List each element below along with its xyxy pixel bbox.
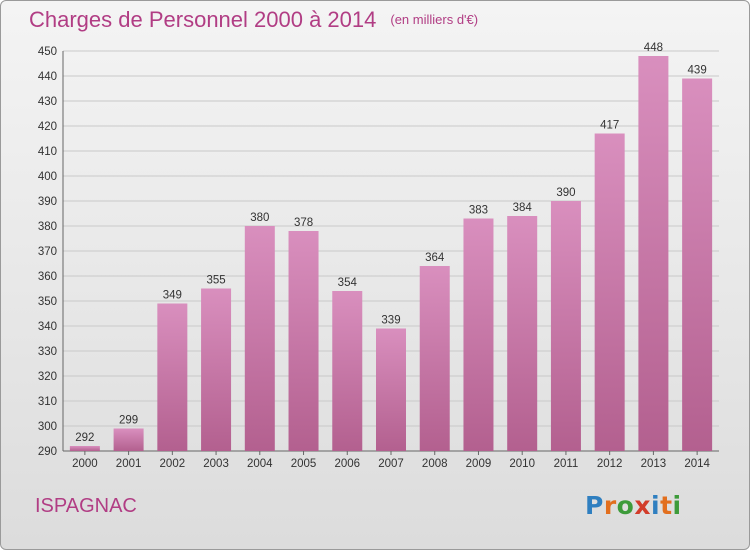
bar — [638, 56, 669, 451]
logo-letter: i — [651, 491, 661, 520]
chart-title-text: Charges de Personnel 2000 à 2014 — [29, 7, 377, 32]
x-tick-label: 2008 — [422, 458, 448, 470]
x-tick-label: 2011 — [554, 458, 579, 470]
bar-value-label: 384 — [513, 202, 533, 214]
y-tick-label: 320 — [38, 371, 57, 383]
logo-letter: o — [616, 491, 635, 520]
logo-letter: r — [603, 491, 617, 520]
bar-value-label: 355 — [206, 275, 225, 287]
bar-value-label: 439 — [688, 65, 707, 77]
bar-value-label: 383 — [469, 205, 488, 217]
y-tick-label: 420 — [38, 121, 57, 133]
y-tick-label: 430 — [38, 96, 57, 108]
bar — [419, 266, 450, 451]
x-tick-label: 2001 — [116, 458, 142, 470]
x-tick-label: 2007 — [378, 458, 404, 470]
y-tick-label: 350 — [38, 296, 57, 308]
logo-letter: x — [634, 491, 651, 520]
bar-value-label: 364 — [425, 252, 445, 264]
proxiti-logo[interactable]: Proxiti — [585, 491, 682, 520]
logo-letter: P — [585, 491, 604, 520]
y-tick-label: 410 — [38, 146, 57, 158]
y-tick-label: 450 — [38, 46, 57, 58]
bar-value-label: 378 — [294, 217, 313, 229]
y-tick-label: 310 — [38, 396, 57, 408]
y-tick-label: 340 — [38, 321, 57, 333]
bar — [682, 78, 713, 451]
bar-value-label: 299 — [119, 415, 138, 427]
bar-value-label: 417 — [600, 120, 619, 132]
bar — [594, 133, 625, 451]
commune-name: ISPAGNAC — [35, 495, 137, 517]
logo-letter: i — [672, 491, 682, 520]
logo-letter: t — [660, 491, 673, 520]
bar — [463, 218, 494, 451]
y-tick-label: 290 — [38, 446, 57, 458]
bar — [113, 428, 144, 451]
bar-value-label: 339 — [381, 315, 400, 327]
y-tick-label: 390 — [38, 196, 57, 208]
bar — [157, 303, 188, 451]
x-tick-label: 2010 — [509, 458, 535, 470]
bar-value-label: 349 — [163, 290, 182, 302]
y-tick-label: 400 — [38, 171, 57, 183]
x-tick-label: 2013 — [641, 458, 667, 470]
y-tick-label: 330 — [38, 346, 57, 358]
chart-subtitle: (en milliers d'€) — [390, 12, 479, 27]
x-tick-label: 2012 — [597, 458, 623, 470]
x-tick-label: 2000 — [72, 458, 98, 470]
bar — [69, 446, 100, 451]
bar — [201, 288, 232, 451]
y-tick-label: 440 — [38, 71, 57, 83]
bar — [507, 216, 538, 451]
x-tick-label: 2002 — [160, 458, 186, 470]
y-tick-label: 370 — [38, 246, 57, 258]
bar-value-label: 354 — [338, 277, 358, 289]
chart-title: Charges de Personnel 2000 à 2014 (en mill… — [29, 7, 478, 33]
bar — [244, 226, 275, 451]
bar-value-label: 448 — [644, 42, 663, 54]
bar — [288, 231, 319, 451]
y-tick-label: 360 — [38, 271, 57, 283]
x-tick-label: 2003 — [203, 458, 229, 470]
x-tick-label: 2004 — [247, 458, 273, 470]
bar-value-label: 292 — [75, 432, 94, 444]
y-tick-label: 300 — [38, 421, 57, 433]
bar-value-label: 380 — [250, 212, 269, 224]
x-tick-label: 2009 — [466, 458, 492, 470]
bar — [550, 201, 581, 451]
x-tick-label: 2005 — [291, 458, 317, 470]
bar — [376, 328, 406, 451]
bar-value-label: 390 — [556, 187, 575, 199]
x-tick-label: 2006 — [334, 458, 360, 470]
y-tick-label: 380 — [38, 221, 57, 233]
x-tick-label: 2014 — [684, 458, 710, 470]
bar — [332, 291, 363, 451]
